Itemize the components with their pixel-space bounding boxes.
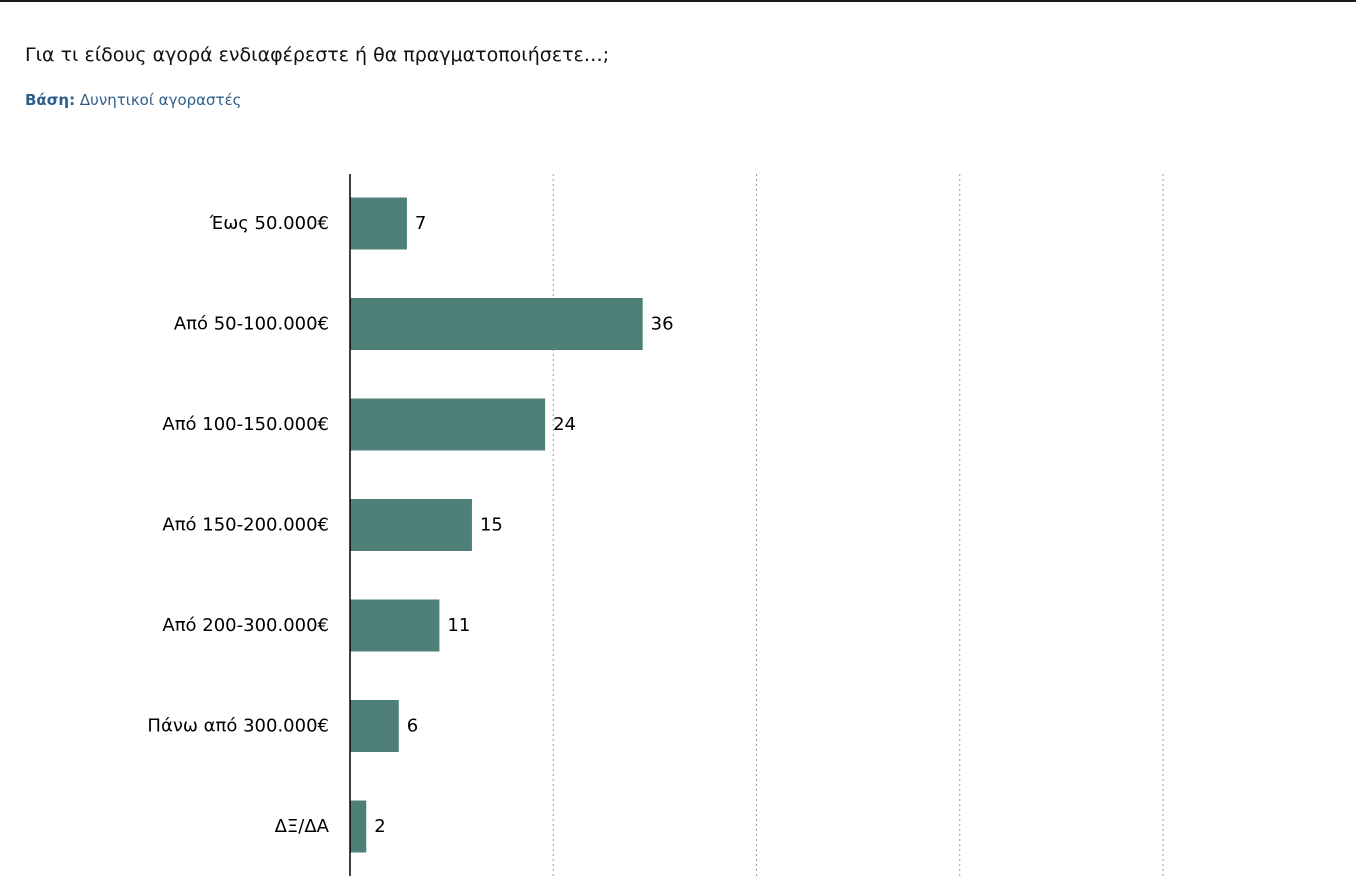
bar-5: [350, 599, 440, 652]
category-label-2: Από 50-100.000€: [174, 314, 329, 335]
value-label-7: 2: [374, 816, 385, 837]
category-label-7: ΔΞ/ΔΑ: [275, 816, 330, 837]
bar-7: [350, 800, 367, 853]
bar-3: [350, 398, 546, 451]
value-label-3: 24: [553, 414, 576, 435]
bar-1: [350, 197, 407, 250]
base-label: Βάση:: [25, 91, 76, 109]
category-label-5: Από 200-300.000€: [162, 615, 329, 636]
base-note: Βάση: Δυνητικοί αγοραστές: [25, 91, 242, 109]
value-label-4: 15: [480, 515, 503, 536]
category-label-4: Από 150-200.000€: [162, 515, 329, 536]
category-label-6: Πάνω από 300.000€: [147, 716, 329, 737]
question-title: Για τι είδους αγορά ενδιαφέρεστε ή θα πρ…: [25, 44, 610, 66]
bar-2: [350, 298, 643, 350]
value-label-1: 7: [415, 213, 426, 234]
top-rule: [0, 0, 1356, 2]
value-label-6: 6: [407, 716, 418, 737]
category-label-1: Έως 50.000€: [209, 213, 329, 234]
bar-4: [350, 499, 472, 551]
bar-6: [350, 700, 399, 752]
value-label-2: 36: [651, 314, 674, 335]
base-value: Δυνητικοί αγοραστές: [79, 91, 242, 109]
category-label-3: Από 100-150.000€: [162, 414, 329, 435]
value-label-5: 11: [447, 615, 470, 636]
